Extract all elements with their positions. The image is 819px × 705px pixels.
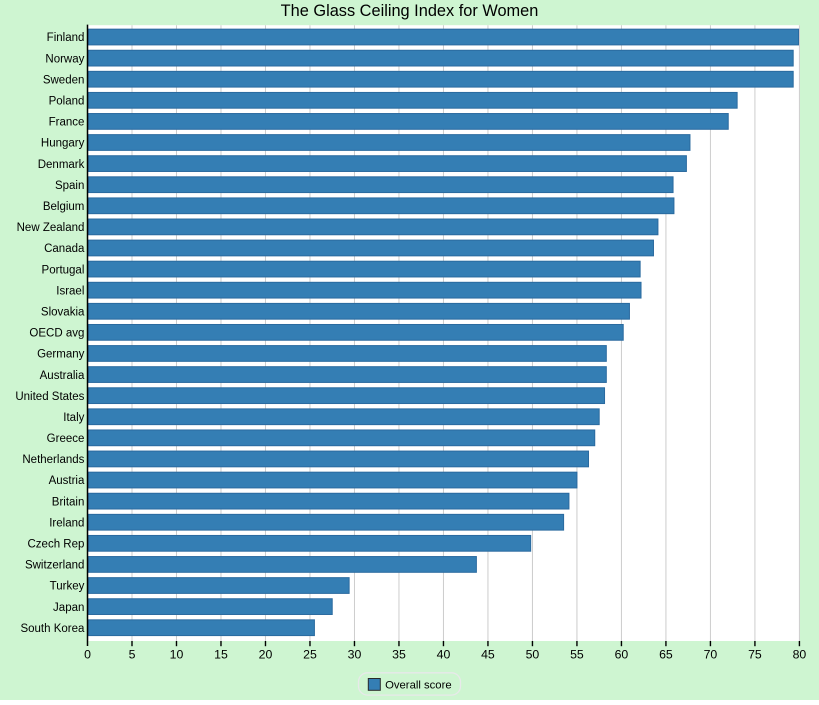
svg-text:60: 60 [615,648,629,662]
svg-text:Norway: Norway [45,53,84,65]
svg-text:Hungary: Hungary [41,138,85,150]
svg-text:Italy: Italy [63,412,84,424]
svg-text:75: 75 [748,648,762,662]
svg-text:Greece: Greece [47,433,85,445]
svg-text:80: 80 [793,648,807,662]
svg-text:Austria: Austria [49,475,85,487]
svg-text:United States: United States [15,391,84,403]
svg-text:70: 70 [704,648,718,662]
svg-text:Slovakia: Slovakia [41,306,85,318]
svg-text:30: 30 [348,648,362,662]
svg-text:Poland: Poland [49,96,85,108]
svg-text:65: 65 [659,648,673,662]
svg-text:Sweden: Sweden [43,74,85,86]
svg-text:0: 0 [84,648,91,662]
svg-text:50: 50 [526,648,540,662]
svg-text:Turkey: Turkey [50,581,85,593]
svg-text:New Zealand: New Zealand [17,222,85,234]
svg-text:5: 5 [129,648,136,662]
svg-text:France: France [49,117,85,129]
svg-text:15: 15 [214,648,228,662]
svg-text:Spain: Spain [55,180,84,192]
svg-text:Canada: Canada [44,243,85,255]
svg-text:Portugal: Portugal [42,264,85,276]
svg-text:55: 55 [570,648,584,662]
svg-text:Czech Rep: Czech Rep [28,539,85,551]
svg-text:Germany: Germany [37,349,85,361]
svg-text:South Korea: South Korea [20,623,85,635]
svg-text:Switzerland: Switzerland [25,560,84,572]
svg-text:The Glass Ceiling Index for Wo: The Glass Ceiling Index for Women [281,2,539,20]
svg-text:Finland: Finland [47,32,85,44]
svg-text:OECD avg: OECD avg [29,328,84,340]
svg-text:20: 20 [259,648,273,662]
svg-text:Britain: Britain [52,496,85,508]
svg-text:Japan: Japan [53,602,84,614]
svg-text:Denmark: Denmark [38,159,85,171]
svg-text:Netherlands: Netherlands [22,454,84,466]
svg-text:10: 10 [170,648,184,662]
svg-text:Australia: Australia [40,370,85,382]
svg-text:45: 45 [481,648,495,662]
svg-text:25: 25 [303,648,317,662]
svg-text:Overall score: Overall score [385,680,452,692]
svg-text:35: 35 [392,648,406,662]
svg-text:Ireland: Ireland [49,517,84,529]
svg-text:40: 40 [437,648,451,662]
svg-text:Belgium: Belgium [43,201,85,213]
svg-text:Israel: Israel [56,285,84,297]
